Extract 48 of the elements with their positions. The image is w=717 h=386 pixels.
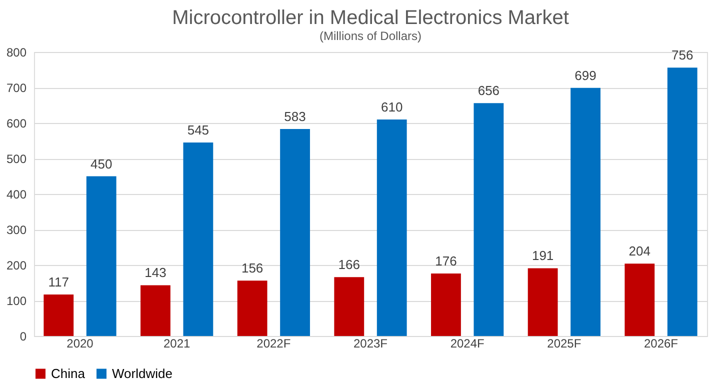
bar — [431, 274, 461, 336]
bar — [280, 129, 310, 336]
bar — [140, 285, 170, 336]
x-tick-label: 2020 — [66, 336, 94, 350]
data-label: 583 — [284, 109, 306, 124]
legend-label: China — [51, 366, 86, 381]
y-tick-label: 400 — [6, 188, 27, 202]
data-label: 156 — [241, 260, 264, 276]
data-label: 191 — [532, 248, 554, 264]
x-tick-label: 2026F — [644, 336, 678, 350]
data-label: 545 — [187, 122, 210, 138]
bar — [86, 176, 116, 336]
data-label: 610 — [381, 99, 403, 114]
y-tick-label: 0 — [20, 330, 27, 344]
data-label: 143 — [144, 265, 166, 280]
y-tick-label: 800 — [6, 46, 27, 60]
y-tick-label: 100 — [6, 294, 27, 308]
bar — [528, 268, 558, 336]
y-tick-label: 300 — [6, 223, 27, 237]
y-tick-label: 200 — [6, 258, 27, 272]
data-label: 117 — [48, 274, 70, 290]
x-tick-label: 2022F — [256, 336, 291, 350]
x-tick-label: 2023F — [353, 336, 388, 350]
x-tick-label: 2021 — [163, 336, 190, 350]
y-tick-label: 600 — [6, 116, 27, 130]
data-label: 450 — [90, 156, 112, 172]
bar — [183, 142, 214, 336]
data-label: 656 — [478, 83, 500, 98]
y-tick-label: 700 — [6, 81, 27, 95]
data-label: 756 — [672, 48, 694, 63]
bar — [667, 68, 698, 336]
data-label: 166 — [338, 257, 360, 272]
chart-title: Microcontroller in Medical Electronics Market — [172, 7, 570, 29]
data-label: 699 — [574, 68, 596, 83]
bar — [237, 280, 268, 336]
bar — [44, 294, 74, 336]
bar — [570, 88, 600, 336]
y-tick-label: 500 — [6, 152, 27, 166]
data-label: 176 — [435, 254, 457, 269]
legend-label: Worldwide — [112, 366, 172, 381]
bar — [474, 103, 504, 336]
x-tick-label: 2024F — [450, 336, 484, 350]
bar — [624, 264, 655, 336]
bar — [376, 119, 407, 336]
bar — [334, 277, 364, 336]
chart-subtitle: (Millions of Dollars) — [319, 29, 422, 43]
data-label: 204 — [628, 244, 650, 259]
x-tick-label: 2025F — [547, 336, 582, 350]
